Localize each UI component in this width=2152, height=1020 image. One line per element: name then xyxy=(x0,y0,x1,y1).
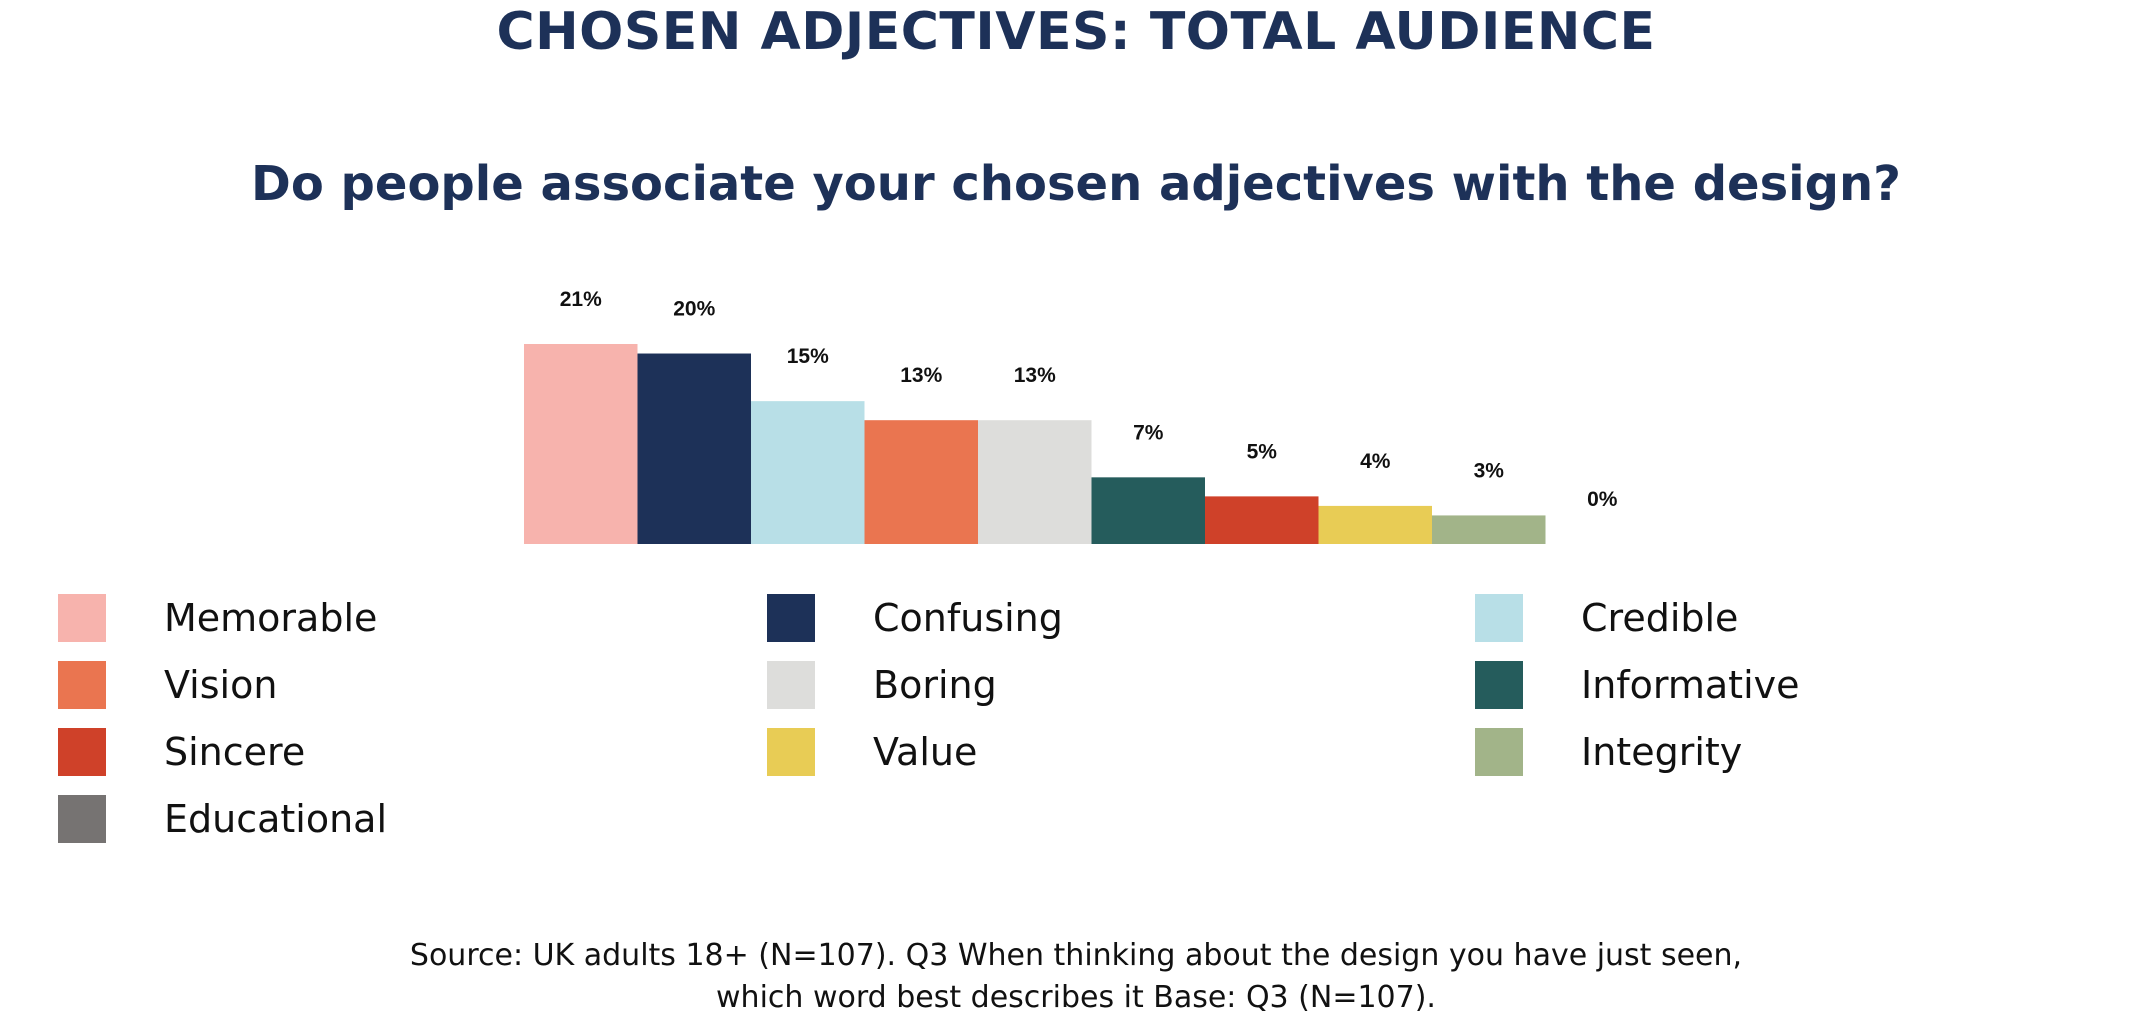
legend-item-informative: Informative xyxy=(1475,661,1800,709)
legend-label-confusing: Confusing xyxy=(873,596,1063,640)
bar-label-integrity: 3% xyxy=(1474,459,1505,482)
legend-swatch-integrity xyxy=(1475,728,1523,776)
legend-label-integrity: Integrity xyxy=(1581,730,1743,774)
source-line-1: Source: UK adults 18+ (N=107). Q3 When t… xyxy=(409,938,1743,973)
bar-label-memorable: 21% xyxy=(560,288,602,311)
bar-vision xyxy=(864,420,978,544)
legend-label-value: Value xyxy=(873,730,978,774)
bar-memorable xyxy=(524,344,638,544)
legend-item-value: Value xyxy=(767,728,977,776)
bar-credible xyxy=(751,401,865,544)
legend-swatch-memorable xyxy=(58,594,106,642)
bar-label-value: 4% xyxy=(1360,450,1391,473)
legend-item-educational: Educational xyxy=(58,795,387,843)
legend-item-sincere: Sincere xyxy=(58,728,305,776)
legend-item-integrity: Integrity xyxy=(1475,728,1742,776)
legend-label-vision: Vision xyxy=(164,663,278,707)
page-title: CHOSEN ADJECTIVES: TOTAL AUDIENCE xyxy=(496,2,1656,62)
legend-swatch-educational xyxy=(58,795,106,843)
bar-label-vision: 13% xyxy=(900,364,942,387)
bar-sincere xyxy=(1205,496,1319,544)
bar-chart: 21% 20% 15% 13% 13% 7% 5% 4% 3% 0% xyxy=(524,288,1618,544)
legend-swatch-informative xyxy=(1475,661,1523,709)
legend-item-vision: Vision xyxy=(58,661,277,709)
legend-label-informative: Informative xyxy=(1581,663,1800,707)
legend-swatch-vision xyxy=(58,661,106,709)
bar-label-informative: 7% xyxy=(1133,421,1164,444)
chart-subtitle: Do people associate your chosen adjectiv… xyxy=(251,156,1901,212)
legend-label-memorable: Memorable xyxy=(164,596,378,640)
legend-swatch-value xyxy=(767,728,815,776)
legend-label-credible: Credible xyxy=(1581,596,1739,640)
bar-boring xyxy=(978,420,1092,544)
legend-swatch-boring xyxy=(767,661,815,709)
source-line-2: which word best describes it Base: Q3 (N… xyxy=(716,980,1436,1015)
legend-swatch-sincere xyxy=(58,728,106,776)
legend-label-educational: Educational xyxy=(164,797,388,841)
bar-label-educational: 0% xyxy=(1587,488,1618,511)
source-note: Source: UK adults 18+ (N=107). Q3 When t… xyxy=(0,935,2152,1019)
legend-swatch-confusing xyxy=(767,594,815,642)
bar-label-confusing: 20% xyxy=(673,298,715,321)
legend-swatch-credible xyxy=(1475,594,1523,642)
bar-value xyxy=(1318,505,1432,544)
legend-item-boring: Boring xyxy=(767,661,997,709)
bar-label-sincere: 5% xyxy=(1247,440,1278,463)
bar-label-boring: 13% xyxy=(1014,364,1056,387)
legend-item-credible: Credible xyxy=(1475,594,1738,642)
legend-label-boring: Boring xyxy=(873,663,997,707)
legend-item-memorable: Memorable xyxy=(58,594,377,642)
bar-integrity xyxy=(1432,515,1546,544)
legend-item-confusing: Confusing xyxy=(767,594,1063,642)
legend-label-sincere: Sincere xyxy=(164,730,306,774)
bar-label-credible: 15% xyxy=(787,345,829,368)
bar-informative xyxy=(1091,477,1205,544)
bar-confusing xyxy=(637,353,751,544)
